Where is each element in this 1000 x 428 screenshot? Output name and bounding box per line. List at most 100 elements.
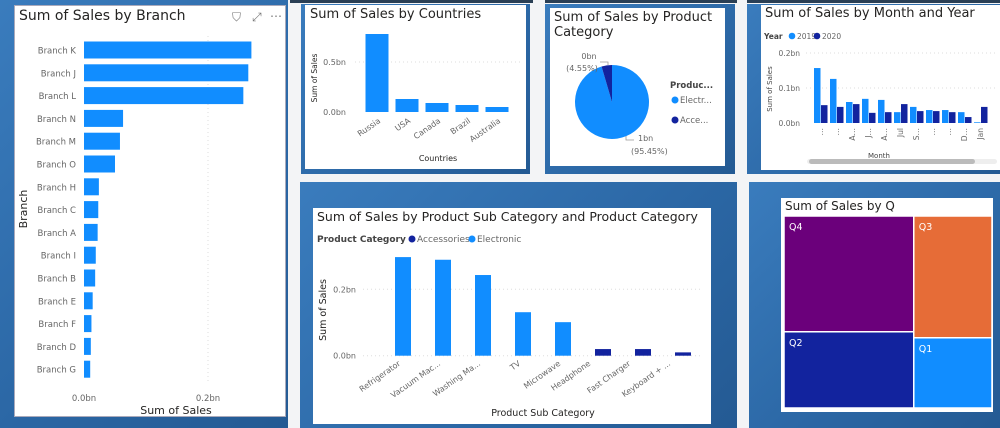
subcategory-bar[interactable] xyxy=(635,349,651,356)
month-bar-2020[interactable] xyxy=(933,111,940,123)
x-axis-title: Product Sub Category xyxy=(491,408,595,419)
branch-bar[interactable] xyxy=(84,337,91,355)
treemap-label: Q3 xyxy=(919,222,933,233)
month-bar-2020[interactable] xyxy=(981,106,988,123)
branch-bar[interactable] xyxy=(84,246,96,264)
legend-marker[interactable] xyxy=(468,235,476,243)
month-visual[interactable]: Sum of Sales by Month and Year 0.0bn 0.1b… xyxy=(761,5,1000,170)
month-bar-2019[interactable] xyxy=(958,112,965,123)
month-bar-2019[interactable] xyxy=(974,122,981,123)
subcategory-chart-title: Sum of Sales by Product Sub Category and… xyxy=(317,209,698,224)
country-bar[interactable] xyxy=(425,103,449,112)
y-axis-title: Sum of Sales xyxy=(766,66,774,112)
branch-bar[interactable] xyxy=(84,178,99,196)
pie-slice-accessories[interactable] xyxy=(601,65,612,102)
subcategory-bar[interactable] xyxy=(595,349,611,356)
subcategory-bar[interactable] xyxy=(395,257,411,356)
category-visual[interactable]: Sum of Sales by Product Category 0bn (4.5… xyxy=(550,8,725,166)
focus-mode-icon[interactable]: ⤢ xyxy=(252,10,262,24)
subcategory-bar[interactable] xyxy=(515,312,531,356)
month-bar-2020[interactable] xyxy=(917,111,924,123)
subcategory-bar[interactable] xyxy=(435,259,451,356)
month-bar-2020[interactable] xyxy=(885,112,892,123)
branch-bar[interactable] xyxy=(84,109,124,127)
branch-label: Branch A xyxy=(38,229,77,239)
legend-marker[interactable] xyxy=(671,96,679,104)
month-bar-2020[interactable] xyxy=(901,104,908,123)
legend-marker[interactable] xyxy=(408,235,416,243)
branch-bar[interactable] xyxy=(84,41,252,59)
month-label: Jan xyxy=(976,128,985,141)
month-label: … xyxy=(928,128,937,136)
treemap-tile-q1[interactable] xyxy=(913,337,993,409)
leader-line[interactable] xyxy=(625,136,634,141)
month-bar-2019[interactable] xyxy=(830,78,837,123)
countries-visual[interactable]: Sum of Sales by Countries 0.0bn 0.5bn Russ… xyxy=(305,5,526,169)
y-tick-label: 0.1bn xyxy=(779,84,801,93)
month-bar-2020[interactable] xyxy=(949,112,956,123)
month-bar-2020[interactable] xyxy=(821,105,828,123)
treemap-tile-q4[interactable] xyxy=(783,215,915,333)
data-label-value: 0bn xyxy=(581,52,596,61)
filter-icon[interactable]: ⛉ xyxy=(232,10,242,24)
branch-bar[interactable] xyxy=(84,155,115,173)
subcategory-bar[interactable] xyxy=(675,352,691,356)
month-bar-2019[interactable] xyxy=(862,98,869,123)
legend-item: 2020 xyxy=(822,32,841,41)
month-bar-2019[interactable] xyxy=(926,110,933,123)
branch-bar[interactable] xyxy=(84,292,93,310)
x-axis-title: Month xyxy=(868,152,890,160)
month-label: S… xyxy=(912,128,921,140)
treemap-label: Q2 xyxy=(789,338,803,349)
branch-chart: Branch K Branch J Branch L Branch N Branch M… xyxy=(17,36,252,416)
country-bar[interactable] xyxy=(455,105,479,112)
branch-visual[interactable]: Sum of Sales by Branch ⛉ ⤢ ⋯ Branch K Bra… xyxy=(14,5,286,417)
branch-label: Branch C xyxy=(37,206,76,216)
treemap-label: Q1 xyxy=(919,344,933,355)
month-bar-2019[interactable] xyxy=(942,110,949,123)
y-tick-label: 0.0bn xyxy=(779,119,801,128)
subcategory-chart: Product Category Accessories Electronic 0.0… xyxy=(317,235,703,419)
month-bar-2019[interactable] xyxy=(894,112,901,123)
legend-marker[interactable] xyxy=(813,32,821,40)
y-axis-title: Sum of Sales xyxy=(318,279,329,341)
country-bar[interactable] xyxy=(485,107,509,112)
month-bar-2019[interactable] xyxy=(910,106,917,123)
subcategory-bar[interactable] xyxy=(555,322,571,356)
month-bar-2019[interactable] xyxy=(814,68,821,123)
legend-item: Electronic xyxy=(477,235,521,245)
month-bar-2020[interactable] xyxy=(869,112,876,123)
month-bar-2020[interactable] xyxy=(965,117,972,123)
branch-bar[interactable] xyxy=(84,132,120,150)
legend-marker[interactable] xyxy=(671,116,679,124)
month-label: A… xyxy=(848,128,857,141)
y-axis-title: Branch xyxy=(17,190,30,229)
treemap-tile-q2[interactable] xyxy=(783,331,915,409)
treemap-tile-q3[interactable] xyxy=(913,215,993,339)
branch-bar[interactable] xyxy=(84,315,92,333)
quarter-visual[interactable]: Sum of Sales by Q Q4 Q2 Q3 Q1 xyxy=(781,198,993,412)
country-bar[interactable] xyxy=(365,34,389,112)
branch-bar[interactable] xyxy=(84,201,99,219)
country-label: USA xyxy=(393,116,412,133)
month-bar-2019[interactable] xyxy=(846,102,853,123)
month-label: D… xyxy=(960,128,969,141)
more-options-icon[interactable]: ⋯ xyxy=(270,9,282,23)
branch-bar[interactable] xyxy=(84,64,249,82)
legend-marker[interactable] xyxy=(788,32,796,40)
subcategory-visual[interactable]: Sum of Sales by Product Sub Category and… xyxy=(313,208,711,424)
country-bar[interactable] xyxy=(395,99,419,112)
month-bar-2019[interactable] xyxy=(878,99,885,123)
panel-edge xyxy=(747,0,1000,3)
leader-line[interactable] xyxy=(600,61,609,65)
subcategory-bar[interactable] xyxy=(475,275,491,356)
month-bar-2020[interactable] xyxy=(837,106,844,123)
horizontal-scrollbar[interactable] xyxy=(809,159,975,164)
branch-bar[interactable] xyxy=(84,360,91,378)
month-bar-2020[interactable] xyxy=(853,104,860,123)
branch-bar[interactable] xyxy=(84,223,98,241)
branch-bar[interactable] xyxy=(84,269,96,287)
month-chart-title: Sum of Sales by Month and Year xyxy=(765,6,975,21)
branch-label: Branch J xyxy=(41,69,76,79)
branch-bar[interactable] xyxy=(84,87,244,105)
